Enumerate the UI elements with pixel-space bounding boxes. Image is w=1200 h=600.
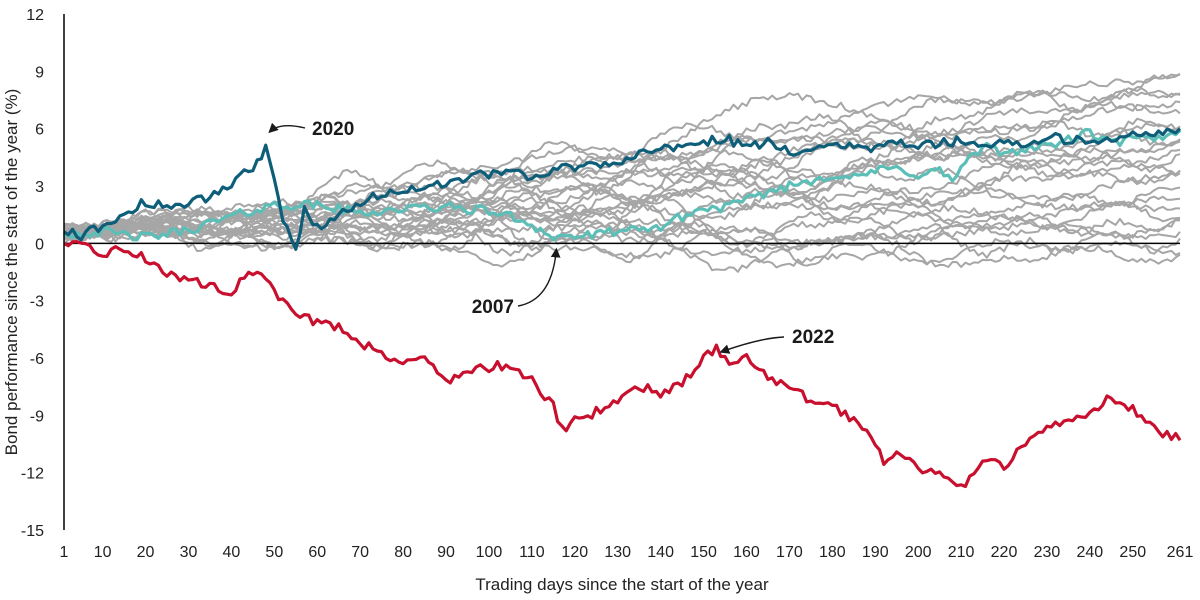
x-tick-label: 160 <box>733 544 760 561</box>
background-year-line <box>63 218 1181 273</box>
x-tick-label: 100 <box>476 544 503 561</box>
series-line-2020 <box>63 127 1182 251</box>
background-year-line <box>63 117 1181 235</box>
y-tick-label: -3 <box>30 294 44 311</box>
x-tick-label: 120 <box>561 544 588 561</box>
background-year-line <box>63 72 1181 234</box>
annotation-label-2020: 2020 <box>312 119 354 140</box>
x-tick-label: 240 <box>1077 544 1104 561</box>
x-tick-label: 1 <box>60 544 69 561</box>
background-year-line <box>63 204 1181 250</box>
x-tick-label: 190 <box>862 544 889 561</box>
annotation-label-2007: 2007 <box>472 297 514 318</box>
x-tick-label: 140 <box>647 544 674 561</box>
y-tick-label: 12 <box>26 7 44 24</box>
x-tick-label: 80 <box>394 544 412 561</box>
x-tick-label: 261 <box>1167 544 1194 561</box>
x-tick-label: 200 <box>905 544 932 561</box>
series-line-2022 <box>63 240 1182 489</box>
x-tick-label: 30 <box>180 544 198 561</box>
annotation-arrow <box>268 122 306 134</box>
y-tick-label: -15 <box>21 523 44 540</box>
x-axis-title: Trading days since the start of the year <box>475 575 769 594</box>
y-tick-label: 3 <box>35 179 44 196</box>
x-tick-label: 220 <box>991 544 1018 561</box>
background-year-line <box>63 200 1180 257</box>
highlighted-years-lines <box>63 127 1182 489</box>
x-tick-label: 210 <box>948 544 975 561</box>
y-tick-label: 6 <box>35 122 44 139</box>
x-tick-label: 60 <box>308 544 326 561</box>
x-tick-label: 20 <box>137 544 155 561</box>
background-year-line <box>63 170 1181 237</box>
background-year-line <box>63 153 1181 242</box>
background-year-line <box>63 148 1181 240</box>
y-tick-label: -12 <box>21 466 44 483</box>
x-tick-label: 50 <box>265 544 283 561</box>
x-tick-label: 70 <box>351 544 369 561</box>
background-year-line <box>63 211 1181 267</box>
x-tick-label: 150 <box>690 544 717 561</box>
annotation-arrow <box>517 247 561 307</box>
x-tick-label: 180 <box>819 544 846 561</box>
x-tick-label: 230 <box>1034 544 1061 561</box>
x-tick-label: 250 <box>1119 544 1146 561</box>
annotation-arrow <box>719 336 785 354</box>
x-tick-label: 110 <box>519 544 545 561</box>
y-tick-label: -6 <box>30 351 44 368</box>
x-tick-label: 130 <box>604 544 631 561</box>
y-tick-label: 0 <box>35 236 44 253</box>
x-tick-label: 90 <box>437 544 455 561</box>
background-year-line <box>63 217 1180 269</box>
annotations: 2020 2007 2022 <box>268 119 834 354</box>
x-tick-label: 40 <box>223 544 241 561</box>
y-axis-title: Bond performance since the start of the … <box>2 89 21 456</box>
background-years-lines <box>63 72 1181 273</box>
annotation-label-2022: 2022 <box>792 327 834 348</box>
y-tick-label: -9 <box>30 408 44 425</box>
x-tick-label: 170 <box>776 544 803 561</box>
x-tick-label: 10 <box>94 544 112 561</box>
y-tick-label: 9 <box>35 64 44 81</box>
